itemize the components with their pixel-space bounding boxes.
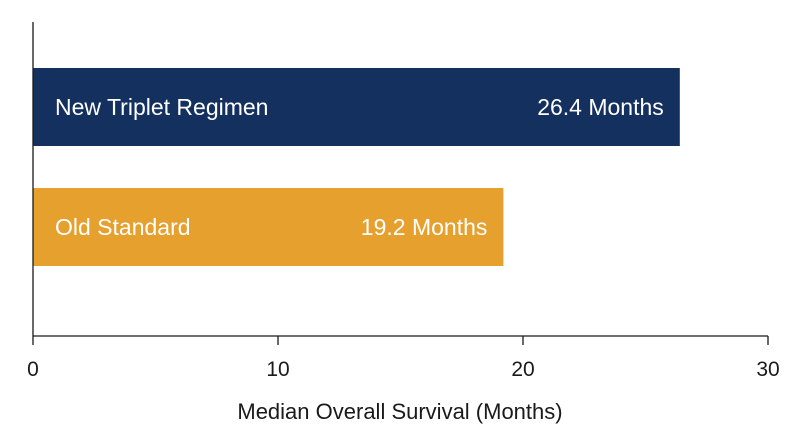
bar-1 [33, 188, 504, 266]
bar-category-label-0: New Triplet Regimen [55, 94, 268, 120]
x-tick-label-1: 10 [266, 358, 289, 381]
bar-0 [33, 68, 680, 146]
x-axis-title: Median Overall Survival (Months) [237, 399, 562, 424]
bar-value-label-0: 26.4 Months [537, 94, 664, 120]
bars-layer [33, 68, 680, 266]
x-axis-ticks: 0 10 20 30 [27, 336, 780, 381]
x-tick-label-0: 0 [27, 358, 39, 381]
x-tick-label-2: 20 [511, 358, 534, 381]
bar-value-label-1: 19.2 Months [361, 214, 488, 240]
x-tick-label-3: 30 [756, 358, 779, 381]
labels-layer: New Triplet Regimen 26.4 Months Old Standa… [55, 94, 664, 240]
bar-category-label-1: Old Standard [55, 214, 191, 240]
